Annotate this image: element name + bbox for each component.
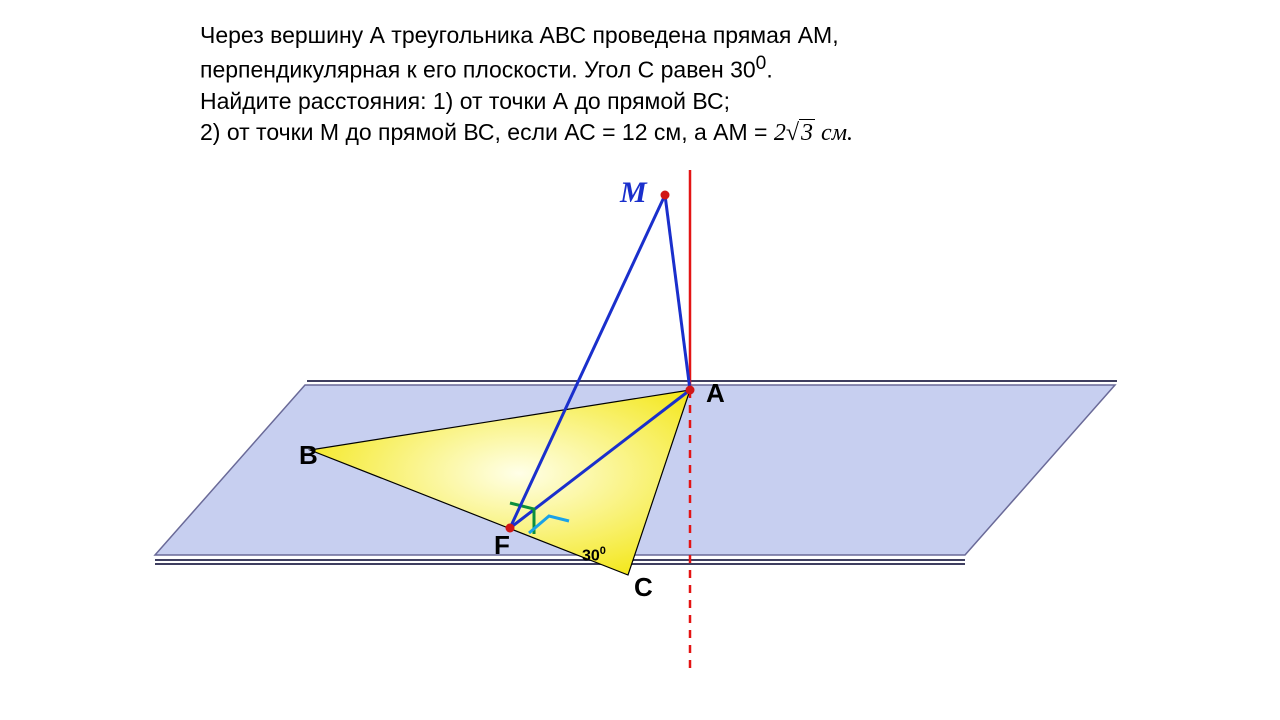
label-a: А — [706, 378, 725, 409]
geometry-diagram — [0, 0, 1280, 720]
label-m: M — [620, 176, 647, 210]
label-f: F — [494, 530, 510, 561]
point-a — [686, 386, 695, 395]
label-c: С — [634, 572, 653, 603]
label-angle-30: 300 — [582, 545, 606, 565]
label-b: В — [299, 440, 318, 471]
segment-ma — [665, 195, 690, 390]
point-m — [661, 191, 670, 200]
